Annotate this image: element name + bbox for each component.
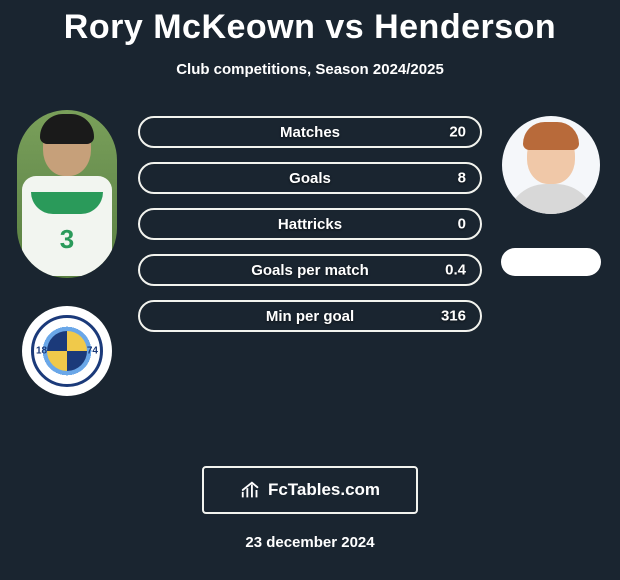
stat-label: Goals [289,170,331,187]
club-year-right: 74 [87,346,98,357]
right-club-badge [501,248,601,276]
comparison-subtitle: Club competitions, Season 2024/2025 [0,61,620,78]
comparison-body: 3 18 74 Matches 20 Goals 8 Hattricks 0 G… [0,110,620,410]
left-player-column: 3 18 74 [12,110,122,396]
stat-row: Goals per match 0.4 [138,254,482,286]
stat-value: 0 [458,216,466,233]
footer-date: 23 december 2024 [0,534,620,551]
stat-label: Min per goal [266,308,354,325]
stat-label: Hattricks [278,216,342,233]
stat-row: Matches 20 [138,116,482,148]
stat-value: 8 [458,170,466,187]
right-player-photo [502,116,600,214]
stat-label: Matches [280,124,340,141]
stat-row: Min per goal 316 [138,300,482,332]
brand-badge[interactable]: FcTables.com [202,466,418,514]
stat-value: 20 [449,124,466,141]
stat-label: Goals per match [251,262,369,279]
stat-value: 316 [441,308,466,325]
left-club-badge-inner: 18 74 [31,315,103,387]
stat-row: Hattricks 0 [138,208,482,240]
stats-panel: Matches 20 Goals 8 Hattricks 0 Goals per… [138,116,482,346]
left-player-photo: 3 [17,110,117,278]
club-year-left: 18 [36,346,47,357]
right-player-column [496,110,606,276]
chart-icon [240,479,262,501]
brand-label: FcTables.com [268,480,380,500]
stat-value: 0.4 [445,262,466,279]
right-player-shoulders [506,184,596,214]
left-club-badge: 18 74 [22,306,112,396]
left-player-jersey: 3 [22,176,112,276]
left-player-jersey-number: 3 [60,224,74,255]
stat-row: Goals 8 [138,162,482,194]
comparison-title: Rory McKeown vs Henderson [0,0,620,47]
